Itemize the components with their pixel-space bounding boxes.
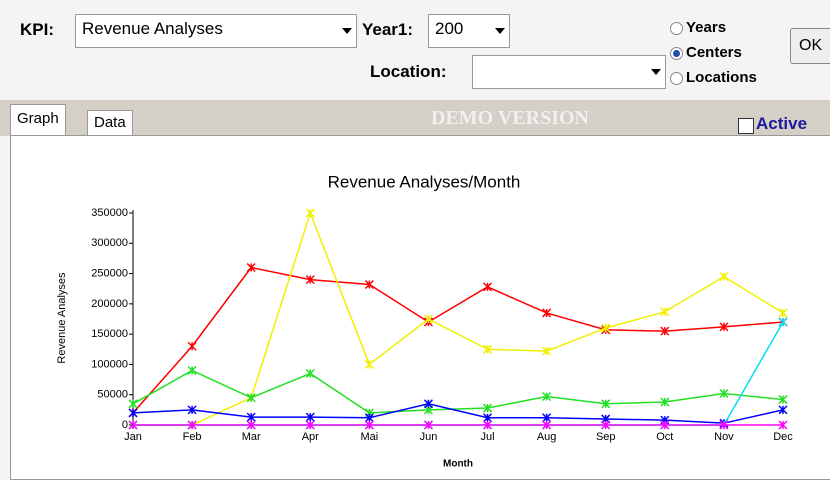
year-value: 200 xyxy=(435,19,464,38)
point-marker xyxy=(719,420,729,430)
kpi-value: Revenue Analyses xyxy=(82,19,223,38)
point-marker xyxy=(423,399,433,409)
point-marker xyxy=(128,399,138,409)
point-marker xyxy=(305,368,315,379)
point-marker xyxy=(778,395,788,405)
radio[interactable]: Locations xyxy=(670,69,757,86)
point-marker xyxy=(660,307,670,317)
radio[interactable]: Years xyxy=(670,19,726,36)
location-dropdown[interactable] xyxy=(472,55,666,89)
point-marker xyxy=(483,344,493,354)
x-tick-label: Oct xyxy=(656,431,673,443)
point-marker xyxy=(364,359,374,369)
point-marker xyxy=(778,405,788,415)
point-marker xyxy=(601,323,611,333)
point-marker xyxy=(483,420,493,430)
point-marker xyxy=(305,208,315,218)
kpi-label: KPI: xyxy=(20,20,54,39)
tab-bar xyxy=(0,100,830,136)
series-line xyxy=(132,403,784,424)
point-marker xyxy=(719,272,729,282)
point-marker xyxy=(778,420,788,430)
y-tick-label: 50000 xyxy=(97,389,128,401)
graph-panel xyxy=(10,135,830,480)
point-marker xyxy=(542,420,552,430)
point-marker xyxy=(423,420,433,430)
point-marker xyxy=(483,413,493,423)
point-marker xyxy=(483,403,493,413)
x-tick-label: Mai xyxy=(360,431,378,443)
point-marker xyxy=(128,420,138,430)
point-marker xyxy=(246,420,256,430)
point-marker xyxy=(246,412,256,422)
series-line xyxy=(132,369,784,414)
point-marker xyxy=(128,408,138,418)
y-tick-label: 300000 xyxy=(91,237,128,249)
x-tick-label: Sep xyxy=(596,431,616,443)
y-tick-label: 200000 xyxy=(91,298,128,310)
point-marker xyxy=(778,308,788,318)
point-marker xyxy=(187,420,197,430)
series-line xyxy=(133,210,784,426)
point-marker xyxy=(542,346,552,356)
chart-title: Revenue Analyses/Month xyxy=(328,172,521,191)
point-marker xyxy=(305,275,315,285)
x-tick-label: Mar xyxy=(242,431,261,443)
x-tick-label: Dec xyxy=(773,431,793,443)
series-line xyxy=(132,266,784,414)
y-tick-label: 0 xyxy=(122,419,128,431)
point-marker xyxy=(778,317,788,327)
x-tick-label: Jun xyxy=(420,431,438,443)
y-tick-label: 100000 xyxy=(91,358,128,370)
demo-banner: DEMO VERSION xyxy=(431,107,589,129)
point-marker xyxy=(483,282,493,292)
year-dropdown[interactable]: 200 xyxy=(428,14,510,48)
tab[interactable]: Graph xyxy=(10,104,66,141)
location-label: Location: xyxy=(370,62,447,81)
point-marker xyxy=(246,393,256,403)
point-marker xyxy=(660,397,670,407)
point-marker xyxy=(364,420,374,430)
point-marker xyxy=(601,399,611,409)
x-axis-label: Month xyxy=(443,459,473,470)
year-label: Year1: xyxy=(362,20,414,39)
point-marker xyxy=(423,314,433,324)
point-marker xyxy=(364,279,374,290)
point-marker xyxy=(719,322,729,332)
x-tick-label: Aug xyxy=(537,431,557,443)
point-marker xyxy=(187,405,197,415)
y-tick-label: 250000 xyxy=(91,267,128,279)
point-marker xyxy=(305,412,315,422)
checkbox[interactable] xyxy=(738,118,754,134)
x-tick-label: Jul xyxy=(481,431,495,443)
point-marker xyxy=(542,308,552,318)
point-marker xyxy=(542,413,552,423)
point-marker xyxy=(542,392,552,402)
y-tick-label: 350000 xyxy=(91,207,128,219)
x-tick-label: Jan xyxy=(124,431,142,443)
point-marker xyxy=(246,262,256,273)
point-marker xyxy=(601,420,611,430)
active-label: Active xyxy=(756,114,808,133)
point-marker xyxy=(660,326,670,336)
radio[interactable]: Centers xyxy=(670,44,742,61)
x-tick-label: Apr xyxy=(302,431,319,443)
point-marker xyxy=(187,365,197,376)
kpi-dropdown[interactable]: Revenue Analyses xyxy=(75,14,357,48)
x-tick-label: Feb xyxy=(183,431,202,443)
ok-button[interactable]: OK xyxy=(790,28,830,64)
y-tick-label: 150000 xyxy=(91,328,128,340)
point-marker xyxy=(305,420,315,430)
point-marker xyxy=(187,341,197,351)
point-marker xyxy=(660,420,670,430)
point-marker xyxy=(719,388,729,399)
point-marker xyxy=(364,413,374,423)
x-tick-label: Nov xyxy=(714,431,734,443)
y-axis-label: Revenue Analyses xyxy=(56,272,68,364)
